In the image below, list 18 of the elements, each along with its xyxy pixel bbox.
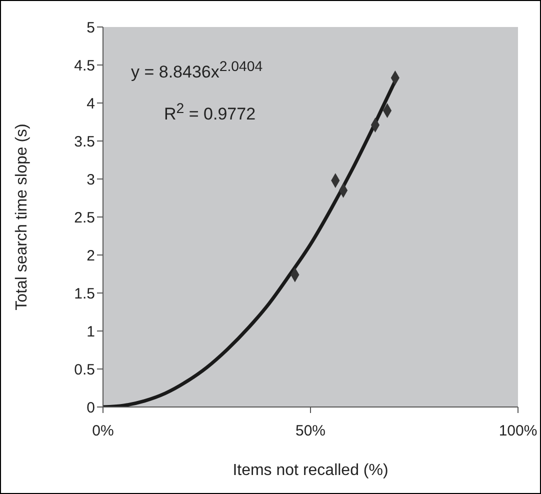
y-tick-label: 4.5 <box>74 57 95 74</box>
y-tick-label: 1 <box>86 323 95 340</box>
y-tick-label: 2.5 <box>74 209 95 226</box>
y-tick-label: 5 <box>86 19 95 36</box>
y-tick-label: 0 <box>86 399 95 416</box>
x-axis-title: Items not recalled (%) <box>232 462 388 479</box>
x-tick-label: 100% <box>498 422 538 440</box>
y-axis-title: Total search time slope (s) <box>14 124 31 310</box>
x-tick-label: 50% <box>295 422 326 440</box>
y-tick-label: 3.5 <box>74 133 95 150</box>
y-tick-label: 4 <box>86 95 95 112</box>
y-tick-label: 3 <box>86 171 95 188</box>
y-tick-label: 1.5 <box>74 285 95 302</box>
annotation: y = 8.8436x$^{2.0404}$ <box>131 59 263 83</box>
annotation: R$^{2}$ = 0.9772 <box>164 101 256 125</box>
x-tick-label: 0% <box>92 422 114 440</box>
y-tick-label: 2 <box>86 247 95 264</box>
y-tick-label: 0.5 <box>74 361 95 378</box>
